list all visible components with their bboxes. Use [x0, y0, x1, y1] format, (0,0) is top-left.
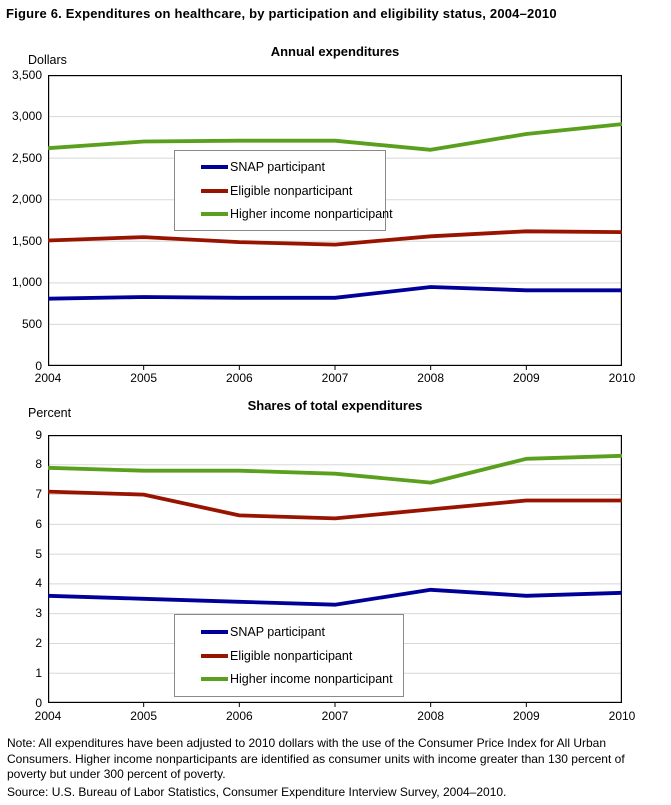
x-tick-label-year: 2007	[321, 371, 349, 385]
legend-item-snap-participant: SNAP participant	[201, 160, 385, 174]
x-tick-label-year: 2006	[225, 709, 253, 723]
x-tick-label-year: 2008	[417, 371, 444, 385]
x-tick-label-year: 2008	[417, 709, 444, 723]
chart-title-annual-expenditures: Annual expenditures	[270, 44, 400, 59]
x-tick-label-year: 2009	[512, 371, 540, 385]
legend-label: Higher income nonparticipant	[230, 206, 393, 221]
legend-item-eligible-nonparticipant: Eligible nonparticipant	[201, 184, 385, 198]
legend-shares-chart: SNAP participant Eligible nonparticipant H…	[174, 614, 404, 697]
y-tick-label: 0	[35, 695, 42, 710]
y-tick-label: 2,500	[11, 150, 42, 165]
source-text: Source: U.S. Bureau of Labor Statistics,…	[7, 785, 507, 799]
y-tick-label: 1	[35, 665, 42, 680]
legend-item-higher-income-nonparticipant: Higher income nonparticipant	[201, 207, 393, 221]
legend-label: SNAP participant	[230, 160, 325, 175]
legend-line-swatch	[201, 629, 228, 634]
y-tick-label: 2	[35, 635, 42, 650]
x-tick-label-year: 2005	[130, 371, 157, 385]
x-tick-label-year: 2004	[34, 371, 62, 385]
legend-item-higher-income-nonparticipant: Higher income nonparticipant	[201, 672, 403, 686]
series-line-snap-participant	[47, 285, 622, 301]
legend-item-eligible-nonparticipant: Eligible nonparticipant	[201, 649, 403, 663]
x-tick-label-year: 2009	[512, 709, 540, 723]
y-tick-label: 3,000	[11, 109, 42, 124]
y-tick-label: 2,000	[11, 192, 42, 207]
legend-label: Eligible nonparticipant	[230, 648, 353, 663]
legend-label: SNAP participant	[230, 624, 325, 639]
series-line-eligible-nonparticipant	[47, 489, 622, 521]
legend-annual-chart: SNAP participant Eligible nonparticipant H…	[174, 150, 393, 231]
figure-title: Figure 6. Expenditures on healthcare, by…	[6, 6, 557, 21]
x-tick-label-year: 2006	[225, 371, 253, 385]
plot-border	[48, 75, 622, 366]
y-axis-unit-label-dollars: Dollars	[28, 53, 67, 67]
y-tick-label: 1,000	[11, 275, 42, 290]
legend-line-swatch	[201, 165, 228, 170]
x-tick-label-year: 2004	[34, 709, 62, 723]
plot-border	[48, 435, 622, 703]
legend-label: Higher income nonparticipant	[230, 672, 393, 687]
series-line-snap-participant	[47, 587, 623, 607]
y-tick-label: 500	[21, 316, 42, 331]
note-text: Note: All expenditures have been adjuste…	[7, 736, 625, 781]
series-line-higher-income-nonparticipant	[47, 453, 623, 485]
y-tick-label: 4	[35, 576, 42, 591]
y-tick-label: 8	[35, 457, 42, 472]
series-line-eligible-nonparticipant	[47, 229, 623, 247]
legend-item-snap-participant: SNAP participant	[201, 625, 403, 639]
y-tick-label: 9	[35, 427, 42, 442]
legend-line-swatch	[201, 677, 228, 682]
y-tick-label: 3	[35, 606, 42, 621]
y-tick-label: 5	[35, 546, 42, 561]
legend-line-swatch	[201, 653, 228, 658]
legend-label: Eligible nonparticipant	[230, 183, 353, 198]
y-axis-unit-label-percent: Percent	[28, 406, 72, 420]
series-line-higher-income-nonparticipant	[47, 122, 623, 152]
y-tick-label: 7	[35, 487, 42, 502]
x-tick-label-year: 2010	[608, 709, 636, 723]
y-tick-label: 1,500	[11, 233, 42, 248]
y-tick-label: 6	[35, 516, 42, 531]
x-tick-label-year: 2005	[130, 709, 157, 723]
y-tick-label: 3,500	[11, 67, 42, 82]
x-tick-label-year: 2010	[608, 371, 636, 385]
chart-title-shares-of-total: Shares of total expenditures	[247, 398, 423, 413]
y-tick-label: 0	[35, 358, 42, 373]
legend-line-swatch	[201, 211, 228, 216]
legend-line-swatch	[201, 188, 228, 193]
x-tick-label-year: 2007	[321, 709, 349, 723]
